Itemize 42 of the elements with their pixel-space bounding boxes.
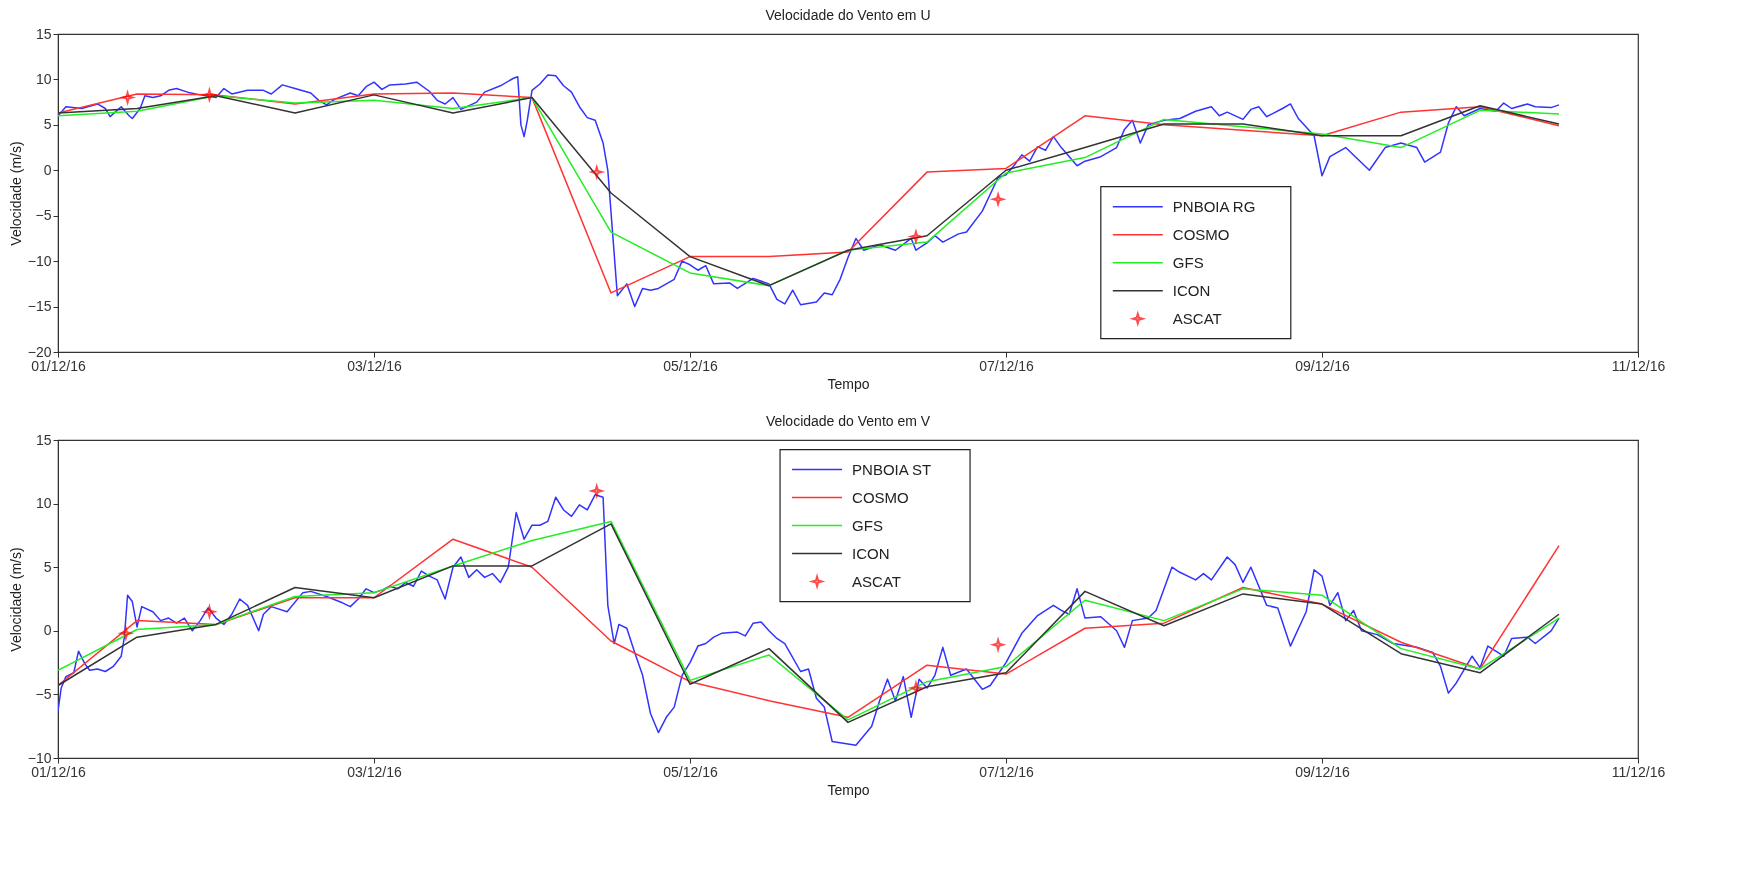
legend-label: PNBOIA ST xyxy=(852,460,932,478)
legend-label: ASCAT xyxy=(1172,309,1222,327)
legend-label: PNBOIA RG xyxy=(1172,197,1256,215)
x-tick-label: 01/12/16 xyxy=(31,357,86,374)
x-tick-label: 01/12/16 xyxy=(31,763,86,780)
y-tick-label: 5 xyxy=(43,116,52,133)
chart-title: Velocidade do Vento em U xyxy=(765,7,931,23)
legend-label: GFS xyxy=(1172,253,1204,271)
y-axis-title: Velocidade (m/s) xyxy=(7,547,24,652)
x-tick-label: 07/12/16 xyxy=(979,763,1034,780)
legend-label: GFS xyxy=(852,516,883,534)
x-tick-label: 11/12/16 xyxy=(1611,357,1666,374)
y-tick-label: 0 xyxy=(43,161,52,178)
x-axis-title: Tempo xyxy=(827,781,870,798)
legend-label: ICON xyxy=(852,544,890,562)
x-tick-label: 07/12/16 xyxy=(979,357,1034,374)
x-tick-label: 11/12/16 xyxy=(1611,763,1666,780)
y-tick-label: −10 xyxy=(27,252,52,269)
x-tick-label: 03/12/16 xyxy=(347,763,402,780)
y-tick-label: 15 xyxy=(35,25,52,42)
y-tick-label: −10 xyxy=(27,749,52,766)
x-tick-label: 05/12/16 xyxy=(663,763,718,780)
x-tick-label: 09/12/16 xyxy=(1295,763,1350,780)
y-tick-label: 10 xyxy=(35,70,52,87)
legend-label: COSMO xyxy=(1172,225,1230,243)
y-tick-label: 0 xyxy=(43,622,52,639)
x-tick-label: 09/12/16 xyxy=(1295,357,1350,374)
y-tick-label: −5 xyxy=(35,207,52,224)
y-tick-label: −5 xyxy=(35,685,52,702)
x-tick-label: 03/12/16 xyxy=(347,357,402,374)
y-axis-title: Velocidade (m/s) xyxy=(7,141,24,246)
y-tick-label: −20 xyxy=(27,343,52,360)
legend-label: ICON xyxy=(1172,281,1211,299)
y-tick-label: 10 xyxy=(35,495,52,512)
x-tick-label: 05/12/16 xyxy=(663,357,718,374)
legend-label: COSMO xyxy=(852,488,909,506)
y-tick-label: 15 xyxy=(35,431,52,448)
y-tick-label: 5 xyxy=(43,558,52,575)
y-tick-label: −15 xyxy=(27,298,52,315)
x-axis-title: Tempo xyxy=(827,375,870,392)
chart-title: Velocidade do Vento em V xyxy=(765,413,931,429)
legend-label: ASCAT xyxy=(852,572,901,590)
